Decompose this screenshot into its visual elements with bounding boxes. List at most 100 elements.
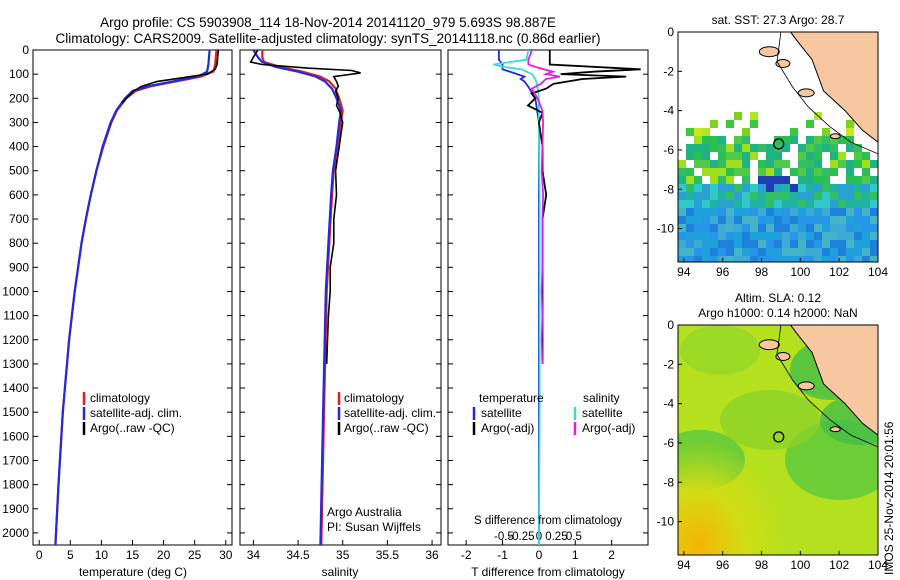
sst-map-cell [702, 240, 710, 248]
sst-map-cell [742, 144, 750, 152]
sst-map-cell [782, 216, 790, 224]
temperature-ytick-label: 2000 [2, 526, 29, 540]
sst-map-xtick-label: 96 [716, 265, 730, 279]
sst-map-cell [870, 184, 878, 192]
sst-map-cell [822, 184, 830, 192]
difference-series [493, 50, 641, 545]
sst-map-cell [838, 152, 846, 160]
sst-map-cell [766, 176, 774, 184]
sst-map-cell [846, 160, 854, 168]
sst-map-axes: 94 96 98 100 102 104 0 -2 -4 -6 -8 -10 [657, 25, 889, 279]
temperature-ytick-label: 900 [9, 260, 29, 274]
sst-map-cell [694, 232, 702, 240]
difference-t-xtick-label: 2 [608, 548, 615, 562]
sst-map-cell [766, 232, 774, 240]
sst-map-cell [862, 152, 870, 160]
sla-map-frame [677, 324, 879, 556]
sst-map-cell [854, 208, 862, 216]
sst-map-cell [734, 208, 742, 216]
temperature-ytick-label: 1400 [2, 381, 29, 395]
sst-map-cell [734, 232, 742, 240]
sst-map-cell [790, 232, 798, 240]
sst-map-cell [854, 144, 862, 152]
sst-map-cell [846, 240, 854, 248]
sst-map-cell [678, 224, 686, 232]
sst-map-cell [838, 232, 846, 240]
sst-map-cell [814, 216, 822, 224]
sst-map-cell [734, 112, 742, 120]
sst-map-cell [702, 200, 710, 208]
sst-map-cell [750, 240, 758, 248]
legend-climatology: climatology [90, 391, 150, 405]
sst-map-cell [830, 184, 838, 192]
sst-map-cell [750, 256, 758, 262]
salinity-legend: climatology satellite-adj. clim. Argo(..… [337, 391, 436, 435]
sst-map-cell [686, 144, 694, 152]
sst-map-cell [814, 184, 822, 192]
sst-map-cell [702, 128, 710, 136]
sst-map-cell [830, 248, 838, 256]
source-annotation-line2: PI: Susan Wijffels [327, 520, 421, 534]
sst-map-cell [870, 240, 878, 248]
sst-map-cell [862, 200, 870, 208]
sst-map-cell [846, 120, 854, 128]
sst-map-cell [726, 144, 734, 152]
sst-map-cell [822, 144, 830, 152]
sst-map-cell [838, 192, 846, 200]
sst-map-cell [750, 232, 758, 240]
sla-map-xtick-label: 102 [829, 558, 849, 572]
sst-map-cell [694, 176, 702, 184]
sst-map-cell [686, 224, 694, 232]
sst-map-cell [678, 208, 686, 216]
sst-map-cell [790, 192, 798, 200]
salinity-series [249, 50, 361, 545]
sst-map-cell [790, 248, 798, 256]
salinity-xlabel: salinity [322, 565, 359, 579]
sst-map-cell [862, 192, 870, 200]
sst-map-cell [790, 256, 798, 262]
temperature-xtick-label: 10 [95, 548, 109, 562]
sst-map-cell [734, 152, 742, 160]
sst-map-cell [806, 144, 814, 152]
temperature-xlabel: temperature (deg C) [79, 565, 187, 579]
sst-map-cell [758, 216, 766, 224]
sst-map-cell [718, 192, 726, 200]
sst-map-cell [758, 208, 766, 216]
difference-legend: temperature satellite Argo(-adj) salinit… [472, 391, 635, 435]
sst-map-cell [814, 160, 822, 168]
sst-map-cell [822, 216, 830, 224]
sst-map-ytick-label: -4 [663, 104, 674, 118]
sst-map-cell [726, 184, 734, 192]
sst-map-cell [806, 232, 814, 240]
sst-map-cell [726, 160, 734, 168]
salinity-axes: 34 34.5 35 35.5 36 [240, 49, 441, 562]
sst-map-cell [838, 200, 846, 208]
sst-map-cell [726, 176, 734, 184]
sst-map-cell [846, 168, 854, 176]
sst-map-cell [726, 248, 734, 256]
sst-map-cell [766, 192, 774, 200]
temperature-satellite-line [54, 50, 211, 545]
sst-map-xtick-label: 100 [790, 265, 810, 279]
temperature-xtick-label: 25 [188, 548, 202, 562]
sst-map-cell [734, 184, 742, 192]
sst-map-cell [806, 200, 814, 208]
sst-map-cell [806, 248, 814, 256]
sst-map-cell [782, 232, 790, 240]
sst-map-cell [774, 240, 782, 248]
sst-map-cell [854, 200, 862, 208]
sst-map-cell [870, 216, 878, 224]
temperature-xtick-label: 0 [36, 548, 43, 562]
sst-map-cell [766, 256, 774, 262]
sst-map-cell [862, 224, 870, 232]
temperature-ytick-label: 800 [9, 236, 29, 250]
sst-map-cell [830, 160, 838, 168]
sst-map-island [758, 46, 780, 58]
sst-map-cell [734, 200, 742, 208]
sst-map-cell [702, 256, 710, 262]
sst-map-cell [830, 232, 838, 240]
sst-map-cell [774, 160, 782, 168]
sst-map-cell [766, 160, 774, 168]
figure-title-line1: Argo profile: CS 5903908_114 18-Nov-2014… [100, 15, 556, 30]
temperature-ytick-label: 0 [22, 43, 29, 57]
